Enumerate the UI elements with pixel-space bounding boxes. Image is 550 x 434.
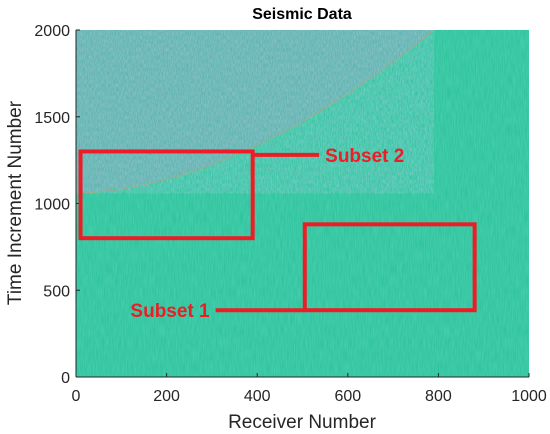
first-arrival xyxy=(76,30,435,194)
y-tick-label: 1000 xyxy=(34,197,70,214)
subset-annotations: Subset 2 Subset 1 xyxy=(78,146,477,322)
x-tick-label: 0 xyxy=(72,388,81,405)
x-tick-label: 1000 xyxy=(511,388,547,405)
plot-area xyxy=(76,30,529,377)
y-tick-label: 0 xyxy=(61,370,70,387)
x-tick-label: 400 xyxy=(244,388,271,405)
x-axis: 0 200 400 600 800 1000 xyxy=(72,373,547,405)
subset-2-box xyxy=(78,149,255,241)
y-tick-label: 1500 xyxy=(34,110,70,127)
y-tick-label: 2000 xyxy=(34,23,70,40)
subset-1-label: Subset 1 xyxy=(130,301,210,322)
x-tick-label: 800 xyxy=(425,388,452,405)
y-axis-label: Time Increment Number xyxy=(5,100,26,305)
subset-1-box xyxy=(302,222,477,313)
subset-2-label: Subset 2 xyxy=(325,146,404,167)
y-axis: 0 500 1000 1500 2000 xyxy=(34,23,80,387)
x-axis-label: Receiver Number xyxy=(228,412,376,433)
chart-title: Seismic Data xyxy=(252,6,352,23)
x-tick-label: 200 xyxy=(153,388,180,405)
y-tick-label: 500 xyxy=(43,283,70,300)
x-tick-label: 600 xyxy=(334,388,361,405)
